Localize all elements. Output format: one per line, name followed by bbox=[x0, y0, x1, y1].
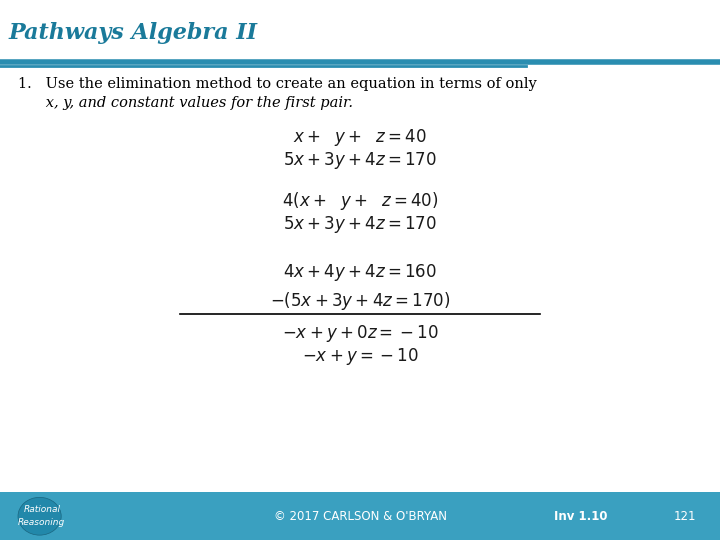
Bar bbox=[0, 492, 720, 540]
Text: $-x+y = -10$: $-x+y = -10$ bbox=[302, 346, 418, 367]
Text: x, y, and constant values for the first pair.: x, y, and constant values for the first … bbox=[18, 96, 353, 110]
Text: $-x+y+0z = -10$: $-x+y+0z = -10$ bbox=[282, 323, 438, 343]
Text: Rational: Rational bbox=[23, 505, 60, 514]
Text: Pathways Algebra II: Pathways Algebra II bbox=[9, 22, 258, 44]
Text: Inv 1.10: Inv 1.10 bbox=[554, 510, 608, 523]
Text: $5x+3y+4z = 170$: $5x+3y+4z = 170$ bbox=[283, 214, 437, 234]
Ellipse shape bbox=[18, 497, 61, 535]
Text: Reasoning: Reasoning bbox=[18, 518, 66, 527]
Text: 121: 121 bbox=[673, 510, 696, 523]
Bar bbox=[0, 0, 720, 66]
Text: © 2017 CARLSON & O'BRYAN: © 2017 CARLSON & O'BRYAN bbox=[274, 510, 446, 523]
Text: $-(5x+3y+4z = 170)$: $-(5x+3y+4z = 170)$ bbox=[270, 290, 450, 312]
Text: $4(x+\ \ y+\ \ z = 40)$: $4(x+\ \ y+\ \ z = 40)$ bbox=[282, 191, 438, 212]
Text: $x+\ \ y+\ \ z = 40$: $x+\ \ y+\ \ z = 40$ bbox=[293, 127, 427, 148]
Text: 1.   Use the elimination method to create an equation in terms of only: 1. Use the elimination method to create … bbox=[18, 77, 536, 91]
Text: $4x+4y+4z = 160$: $4x+4y+4z = 160$ bbox=[283, 262, 437, 283]
Text: $5x+3y+4z = 170$: $5x+3y+4z = 170$ bbox=[283, 150, 437, 171]
